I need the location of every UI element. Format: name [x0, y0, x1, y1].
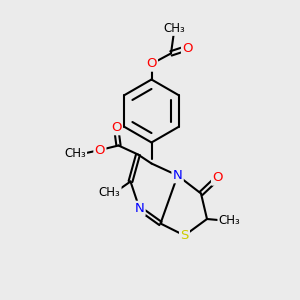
Text: CH₃: CH₃ — [64, 147, 86, 160]
Text: O: O — [111, 121, 121, 134]
Text: N: N — [173, 169, 182, 182]
Text: S: S — [180, 229, 189, 242]
Text: CH₃: CH₃ — [163, 22, 185, 35]
Text: O: O — [182, 41, 193, 55]
Text: N: N — [135, 202, 144, 215]
Text: O: O — [212, 171, 223, 184]
Text: CH₃: CH₃ — [219, 214, 240, 227]
Text: O: O — [146, 57, 157, 70]
Text: CH₃: CH₃ — [99, 185, 120, 199]
Text: O: O — [95, 143, 105, 157]
